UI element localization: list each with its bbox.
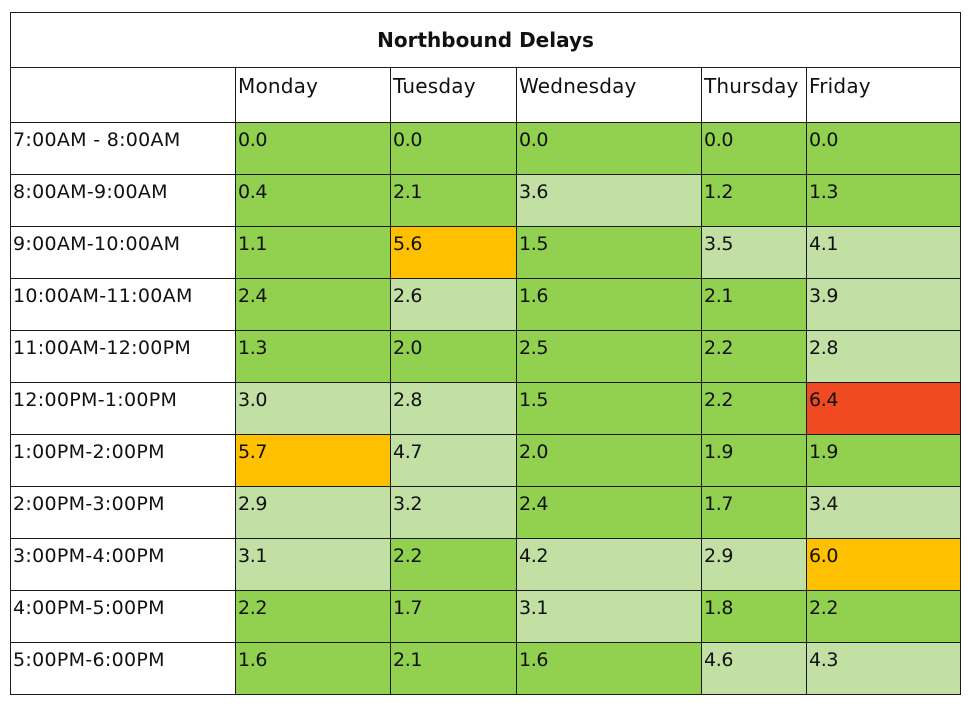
delay-cell-wednesday: 3.6 (516, 174, 702, 227)
table-row: 2:00PM-3:00PM 2.9 3.2 2.4 1.7 3.4 (10, 486, 962, 539)
delay-cell-friday: 0.0 (805, 122, 962, 175)
delay-cell-tuesday: 2.8 (390, 382, 517, 435)
delay-cell-thursday: 2.2 (701, 330, 807, 383)
delay-cell-friday: 4.3 (805, 642, 962, 695)
delay-cell-tuesday: 4.7 (390, 434, 517, 487)
delay-cell-wednesday: 2.4 (516, 486, 702, 539)
delay-cell-thursday: 1.7 (701, 486, 807, 539)
delay-cell-wednesday: 0.0 (516, 122, 702, 175)
delay-cell-tuesday: 2.0 (390, 330, 517, 383)
table-row: 7:00AM - 8:00AM 0.0 0.0 0.0 0.0 0.0 (10, 122, 962, 175)
delay-cell-tuesday: 2.6 (390, 278, 517, 331)
delay-cell-friday: 2.8 (805, 330, 962, 383)
day-header-row: Monday Tuesday Wednesday Thursday Friday (10, 67, 962, 123)
time-slot-label: 4:00PM-5:00PM (10, 590, 236, 643)
day-header-thursday: Thursday (701, 67, 807, 123)
delay-cell-wednesday: 2.0 (516, 434, 702, 487)
table-row: 11:00AM-12:00PM 1.3 2.0 2.5 2.2 2.8 (10, 330, 962, 383)
delay-cell-tuesday: 5.6 (390, 226, 517, 279)
delay-cell-wednesday: 1.6 (516, 642, 702, 695)
table-row: 3:00PM-4:00PM 3.1 2.2 4.2 2.9 6.0 (10, 538, 962, 591)
delay-cell-wednesday: 1.5 (516, 382, 702, 435)
delay-cell-monday: 2.2 (235, 590, 391, 643)
delay-cell-wednesday: 3.1 (516, 590, 702, 643)
table-row: 1:00PM-2:00PM 5.7 4.7 2.0 1.9 1.9 (10, 434, 962, 487)
delay-cell-thursday: 2.2 (701, 382, 807, 435)
delay-cell-monday: 2.9 (235, 486, 391, 539)
delay-cell-monday: 3.1 (235, 538, 391, 591)
time-slot-label: 2:00PM-3:00PM (10, 486, 236, 539)
table-row: 9:00AM-10:00AM 1.1 5.6 1.5 3.5 4.1 (10, 226, 962, 279)
delay-cell-friday: 3.4 (805, 486, 962, 539)
time-slot-label: 9:00AM-10:00AM (10, 226, 236, 279)
delay-cell-monday: 1.3 (235, 330, 391, 383)
day-header-tuesday: Tuesday (390, 67, 517, 123)
delay-cell-friday: 2.2 (805, 590, 962, 643)
delay-cell-friday: 6.0 (805, 538, 962, 591)
delay-cell-tuesday: 0.0 (390, 122, 517, 175)
delay-cell-thursday: 2.1 (701, 278, 807, 331)
time-slot-label: 3:00PM-4:00PM (10, 538, 236, 591)
delay-cell-friday: 3.9 (805, 278, 962, 331)
day-header-friday: Friday (805, 67, 962, 123)
delay-cell-thursday: 4.6 (701, 642, 807, 695)
time-slot-label: 12:00PM-1:00PM (10, 382, 236, 435)
delay-cell-wednesday: 4.2 (516, 538, 702, 591)
delay-cell-friday: 6.4 (805, 382, 962, 435)
delay-cell-monday: 0.4 (235, 174, 391, 227)
delay-cell-thursday: 1.8 (701, 590, 807, 643)
delay-cell-monday: 5.7 (235, 434, 391, 487)
time-slot-label: 5:00PM-6:00PM (10, 642, 236, 695)
delay-cell-monday: 2.4 (235, 278, 391, 331)
corner-cell (10, 67, 236, 123)
delay-cell-wednesday: 2.5 (516, 330, 702, 383)
table-title: Northbound Delays (9, 12, 962, 68)
table-row: 10:00AM-11:00AM 2.4 2.6 1.6 2.1 3.9 (10, 278, 962, 331)
delay-cell-wednesday: 1.6 (516, 278, 702, 331)
table-row: 4:00PM-5:00PM 2.2 1.7 3.1 1.8 2.2 (10, 590, 962, 643)
time-slot-label: 7:00AM - 8:00AM (10, 122, 236, 175)
northbound-delays-table: Northbound Delays Monday Tuesday Wednesd… (9, 12, 962, 695)
delay-cell-monday: 1.1 (235, 226, 391, 279)
delay-cell-wednesday: 1.5 (516, 226, 702, 279)
time-slot-label: 1:00PM-2:00PM (10, 434, 236, 487)
table-row: 8:00AM-9:00AM 0.4 2.1 3.6 1.2 1.3 (10, 174, 962, 227)
time-slot-label: 8:00AM-9:00AM (10, 174, 236, 227)
delay-cell-thursday: 1.2 (701, 174, 807, 227)
delay-cell-friday: 4.1 (805, 226, 962, 279)
table-row: 5:00PM-6:00PM 1.6 2.1 1.6 4.6 4.3 (10, 642, 962, 695)
delay-cell-thursday: 1.9 (701, 434, 807, 487)
table-row: 12:00PM-1:00PM 3.0 2.8 1.5 2.2 6.4 (10, 382, 962, 435)
time-slot-label: 10:00AM-11:00AM (10, 278, 236, 331)
delay-cell-tuesday: 2.1 (390, 642, 517, 695)
delay-cell-tuesday: 1.7 (390, 590, 517, 643)
delay-cell-monday: 0.0 (235, 122, 391, 175)
time-slot-label: 11:00AM-12:00PM (10, 330, 236, 383)
delay-cell-thursday: 2.9 (701, 538, 807, 591)
delay-cell-friday: 1.9 (805, 434, 962, 487)
delay-cell-monday: 1.6 (235, 642, 391, 695)
delay-cell-monday: 3.0 (235, 382, 391, 435)
delay-cell-tuesday: 2.1 (390, 174, 517, 227)
delay-cell-thursday: 0.0 (701, 122, 807, 175)
day-header-monday: Monday (235, 67, 391, 123)
day-header-wednesday: Wednesday (516, 67, 702, 123)
delay-cell-thursday: 3.5 (701, 226, 807, 279)
delay-cell-tuesday: 2.2 (390, 538, 517, 591)
delay-cell-friday: 1.3 (805, 174, 962, 227)
title-row: Northbound Delays (9, 12, 962, 68)
table-body: 7:00AM - 8:00AM 0.0 0.0 0.0 0.0 0.0 8:00AM-9:0… (10, 122, 962, 695)
delay-cell-tuesday: 3.2 (390, 486, 517, 539)
